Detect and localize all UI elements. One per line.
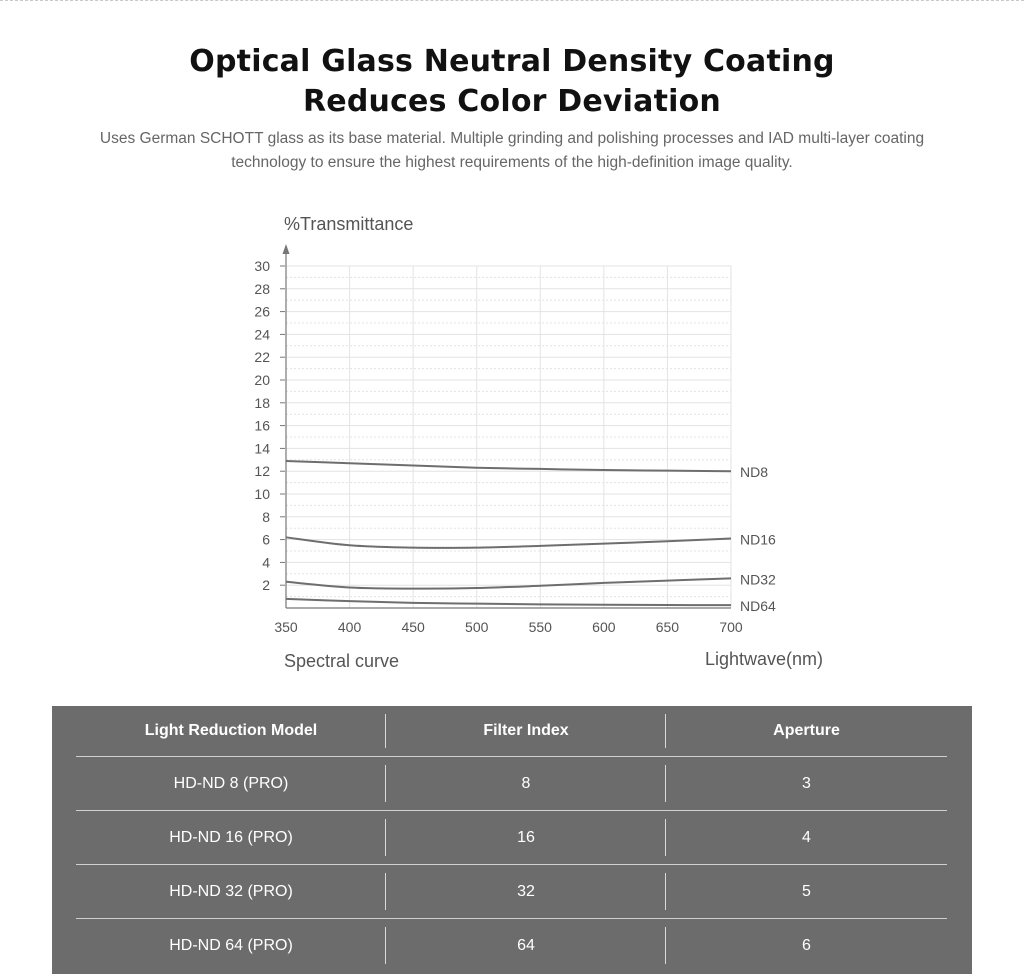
cell-filter-index: 8 bbox=[386, 756, 666, 811]
series-label-nd32: ND32 bbox=[740, 571, 776, 587]
table-row: HD-ND 16 (PRO) 16 4 bbox=[76, 810, 947, 865]
x-tick-label: 550 bbox=[529, 619, 553, 635]
x-tick-label: 500 bbox=[465, 619, 489, 635]
x-tick-label: 650 bbox=[656, 619, 680, 635]
y-tick-label: 20 bbox=[254, 372, 270, 388]
cell-model: HD-ND 32 (PRO) bbox=[76, 864, 386, 919]
y-tick-label: 22 bbox=[254, 349, 270, 365]
cell-aperture: 5 bbox=[666, 864, 947, 919]
y-tick-label: 28 bbox=[254, 281, 270, 297]
series-label-nd64: ND64 bbox=[740, 598, 776, 614]
chart-axes bbox=[280, 244, 731, 609]
cell-model: HD-ND 64 (PRO) bbox=[76, 919, 386, 973]
series-line-nd64 bbox=[285, 597, 732, 607]
y-tick-label: 18 bbox=[254, 395, 270, 411]
x-axis-label: Lightwave(nm) bbox=[705, 649, 823, 669]
y-tick-label: 8 bbox=[262, 509, 270, 525]
top-divider bbox=[0, 0, 1024, 1]
cell-filter-index: 16 bbox=[386, 810, 666, 865]
cell-filter-index: 64 bbox=[386, 919, 666, 973]
y-tick-label: 12 bbox=[254, 463, 270, 479]
y-tick-label: 6 bbox=[262, 532, 270, 548]
spec-table: Light Reduction Model Filter Index Apert… bbox=[76, 706, 947, 972]
table-row: HD-ND 64 (PRO) 64 6 bbox=[76, 919, 947, 973]
table-header-row: Light Reduction Model Filter Index Apert… bbox=[76, 706, 947, 757]
col-header-filter-index: Filter Index bbox=[386, 706, 666, 757]
cell-filter-index: 32 bbox=[386, 864, 666, 919]
y-tick-label: 4 bbox=[262, 554, 270, 570]
x-tick-label: 450 bbox=[401, 619, 425, 635]
col-header-aperture: Aperture bbox=[666, 706, 947, 757]
y-tick-label: 2 bbox=[262, 577, 270, 593]
chart-title: Spectral curve bbox=[284, 651, 399, 671]
col-header-model: Light Reduction Model bbox=[76, 706, 386, 757]
y-tick-label: 24 bbox=[254, 326, 270, 342]
chart-series bbox=[285, 459, 732, 607]
cell-aperture: 4 bbox=[666, 810, 947, 865]
series-line-nd16 bbox=[285, 536, 732, 549]
y-tick-label: 30 bbox=[254, 258, 270, 274]
y-tick-label: 16 bbox=[254, 418, 270, 434]
x-tick-label: 700 bbox=[719, 619, 743, 635]
spec-table-panel: Light Reduction Model Filter Index Apert… bbox=[52, 706, 972, 974]
table-row: HD-ND 32 (PRO) 32 5 bbox=[76, 864, 947, 919]
series-label-nd16: ND16 bbox=[740, 531, 776, 547]
series-line-nd8 bbox=[285, 459, 732, 473]
title-line-1: Optical Glass Neutral Density Coating bbox=[189, 44, 835, 79]
table-row: HD-ND 8 (PRO) 8 3 bbox=[76, 756, 947, 811]
page-title: Optical Glass Neutral Density Coating Re… bbox=[0, 42, 1024, 122]
x-tick-label: 400 bbox=[338, 619, 362, 635]
series-line-nd32 bbox=[285, 577, 732, 590]
y-axis-arrow bbox=[282, 244, 290, 254]
series-label-nd8: ND8 bbox=[740, 464, 768, 480]
title-line-2: Reduces Color Deviation bbox=[303, 84, 721, 119]
y-axis-label: %Transmittance bbox=[284, 214, 413, 234]
x-tick-label: 600 bbox=[592, 619, 616, 635]
x-tick-label: 350 bbox=[274, 619, 298, 635]
description-text: Uses German SCHOTT glass as its base mat… bbox=[99, 130, 925, 171]
cell-model: HD-ND 16 (PRO) bbox=[76, 810, 386, 865]
chart-grid bbox=[286, 265, 732, 608]
cell-aperture: 3 bbox=[666, 756, 947, 811]
cell-model: HD-ND 8 (PRO) bbox=[76, 756, 386, 811]
y-tick-label: 10 bbox=[254, 486, 270, 502]
y-tick-label: 14 bbox=[254, 440, 270, 456]
y-tick-label: 26 bbox=[254, 304, 270, 320]
cell-aperture: 6 bbox=[802, 936, 811, 954]
